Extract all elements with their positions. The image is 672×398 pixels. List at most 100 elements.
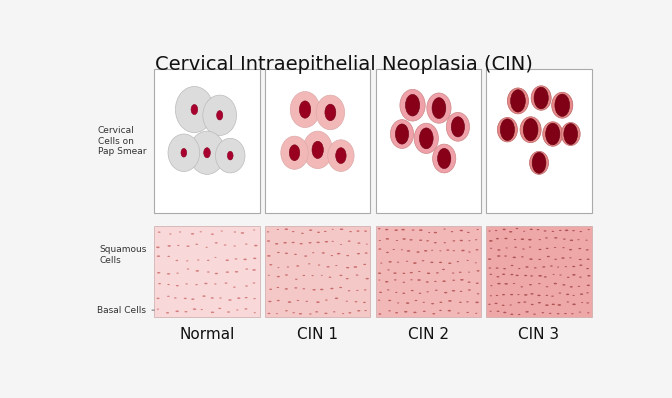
Ellipse shape: [395, 312, 398, 314]
Ellipse shape: [267, 231, 269, 232]
Ellipse shape: [513, 283, 515, 284]
Ellipse shape: [224, 283, 227, 284]
Ellipse shape: [561, 123, 580, 146]
Ellipse shape: [387, 289, 390, 291]
Ellipse shape: [394, 229, 398, 231]
Ellipse shape: [316, 95, 345, 130]
Ellipse shape: [554, 247, 556, 248]
Ellipse shape: [452, 290, 455, 292]
Bar: [376, 69, 481, 213]
Ellipse shape: [461, 250, 465, 252]
Ellipse shape: [320, 289, 323, 290]
Ellipse shape: [538, 295, 540, 296]
Text: CIN 3: CIN 3: [519, 327, 560, 341]
Ellipse shape: [403, 282, 405, 283]
Ellipse shape: [401, 249, 403, 250]
Ellipse shape: [387, 269, 390, 271]
Ellipse shape: [332, 229, 334, 230]
Ellipse shape: [227, 151, 233, 160]
Ellipse shape: [427, 93, 451, 123]
Ellipse shape: [175, 86, 214, 133]
Ellipse shape: [186, 260, 188, 261]
Ellipse shape: [489, 274, 492, 275]
Ellipse shape: [269, 264, 272, 265]
Ellipse shape: [207, 260, 210, 261]
Ellipse shape: [419, 229, 423, 231]
Ellipse shape: [226, 271, 229, 273]
Ellipse shape: [546, 286, 548, 287]
Ellipse shape: [526, 266, 529, 268]
Ellipse shape: [532, 152, 546, 173]
Ellipse shape: [580, 293, 583, 295]
Ellipse shape: [552, 231, 554, 232]
Ellipse shape: [434, 281, 437, 282]
Ellipse shape: [448, 262, 452, 264]
Ellipse shape: [495, 303, 497, 304]
Ellipse shape: [235, 258, 237, 259]
Ellipse shape: [296, 300, 299, 301]
Ellipse shape: [275, 243, 278, 245]
Ellipse shape: [476, 229, 479, 230]
Ellipse shape: [253, 298, 256, 299]
Ellipse shape: [587, 259, 589, 260]
Ellipse shape: [243, 259, 247, 260]
Ellipse shape: [183, 298, 187, 299]
Ellipse shape: [335, 297, 338, 299]
Ellipse shape: [191, 105, 198, 115]
Ellipse shape: [587, 229, 590, 230]
Ellipse shape: [514, 239, 516, 240]
Ellipse shape: [468, 281, 470, 283]
Ellipse shape: [468, 271, 470, 273]
Ellipse shape: [224, 244, 226, 246]
Ellipse shape: [510, 314, 513, 315]
Ellipse shape: [379, 292, 382, 293]
Ellipse shape: [378, 240, 381, 241]
Ellipse shape: [468, 240, 470, 241]
Ellipse shape: [552, 92, 573, 118]
Ellipse shape: [403, 238, 406, 240]
Ellipse shape: [207, 271, 210, 273]
Ellipse shape: [234, 231, 236, 232]
Ellipse shape: [358, 242, 360, 244]
Ellipse shape: [577, 239, 580, 240]
Ellipse shape: [405, 94, 420, 116]
Ellipse shape: [157, 298, 159, 299]
Ellipse shape: [436, 272, 439, 273]
Ellipse shape: [570, 240, 573, 241]
Ellipse shape: [419, 293, 421, 294]
Ellipse shape: [309, 229, 312, 231]
Ellipse shape: [579, 277, 582, 278]
Ellipse shape: [476, 283, 478, 284]
Ellipse shape: [406, 302, 409, 304]
Ellipse shape: [456, 261, 459, 262]
Ellipse shape: [267, 240, 270, 242]
Text: Cervical
Cells on
Pap Smear: Cervical Cells on Pap Smear: [98, 126, 146, 156]
Ellipse shape: [497, 310, 499, 312]
Ellipse shape: [555, 94, 570, 116]
Ellipse shape: [339, 275, 343, 276]
Ellipse shape: [346, 255, 349, 256]
Ellipse shape: [328, 140, 354, 172]
Ellipse shape: [325, 241, 328, 242]
Ellipse shape: [395, 124, 409, 144]
Ellipse shape: [515, 228, 518, 229]
Ellipse shape: [564, 230, 569, 231]
Ellipse shape: [342, 313, 344, 314]
Ellipse shape: [321, 275, 323, 276]
Ellipse shape: [302, 288, 305, 289]
Ellipse shape: [466, 301, 469, 302]
Ellipse shape: [451, 231, 453, 232]
Ellipse shape: [300, 243, 303, 244]
Ellipse shape: [409, 239, 413, 241]
Ellipse shape: [356, 290, 359, 291]
Ellipse shape: [324, 231, 327, 232]
Ellipse shape: [419, 240, 422, 241]
Ellipse shape: [489, 267, 491, 269]
Ellipse shape: [579, 248, 581, 249]
Ellipse shape: [157, 308, 159, 310]
Ellipse shape: [245, 308, 247, 310]
Ellipse shape: [254, 245, 257, 246]
Ellipse shape: [196, 284, 198, 285]
Ellipse shape: [269, 289, 272, 290]
Ellipse shape: [390, 120, 413, 148]
